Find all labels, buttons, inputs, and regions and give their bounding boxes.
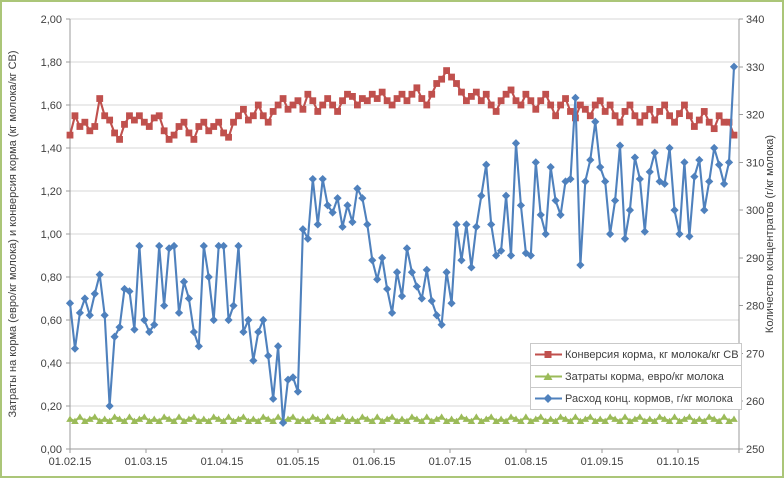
square-marker-icon [544,351,552,358]
axis-title-left: Затраты на корма (евро/кг молока) и конв… [7,50,19,417]
x-axis: 01.02.15 01.03.15 01.04.15 01.05.15 01.06.15… [49,449,740,468]
legend-item-feed-cost[interactable]: Затраты корма, евро/кг молока [530,365,742,388]
svg-text:0,20: 0,20 [41,401,62,413]
svg-text:0,60: 0,60 [41,315,62,327]
svg-text:340: 340 [746,14,764,26]
svg-text:01.08.15: 01.08.15 [505,456,548,468]
series-concentrate-feed [65,62,739,427]
svg-text:1,20: 1,20 [41,186,62,198]
svg-text:Количество концентратов (г/кг: Количество концентратов (г/кг молока) [764,135,776,333]
svg-text:01.05.15: 01.05.15 [277,456,320,468]
svg-text:1,00: 1,00 [41,229,62,241]
svg-text:320: 320 [746,110,764,122]
axis-title-right: Количество концентратов (г/кг молока) [764,135,776,333]
svg-text:280: 280 [746,301,764,313]
svg-text:260: 260 [746,396,764,408]
svg-text:01.03.15: 01.03.15 [125,456,168,468]
legend-item-concentrate-feed[interactable]: Расход конц. кормов, г/кг молока [530,387,742,410]
svg-text:01.09.15: 01.09.15 [581,456,624,468]
svg-text:01.02.15: 01.02.15 [49,456,92,468]
legend-item-feed-conversion[interactable]: Конверсия корма, кг молока/кг СВ [530,343,742,366]
svg-text:290: 290 [746,253,764,265]
svg-text:Затраты на корма (евро/кг моло: Затраты на корма (евро/кг молока) и конв… [7,50,19,417]
svg-text:330: 330 [746,62,764,74]
legend-swatch-feed-cost [535,372,562,380]
svg-text:1,80: 1,80 [41,57,62,69]
diamond-marker-icon [543,394,553,403]
series-feed-cost [66,413,738,425]
legend-swatch-feed-conversion [535,351,562,358]
svg-text:0,80: 0,80 [41,272,62,284]
svg-text:01.06.15: 01.06.15 [353,456,396,468]
legend-label-concentrate-feed: Расход конц. кормов, г/кг молока [565,392,733,405]
svg-text:0,40: 0,40 [41,358,62,370]
svg-text:01.04.15: 01.04.15 [201,456,244,468]
legend-label-feed-cost: Затраты корма, евро/кг молока [565,370,724,383]
svg-text:310: 310 [746,157,764,169]
svg-text:1,40: 1,40 [41,143,62,155]
svg-text:01.10.15: 01.10.15 [657,456,700,468]
chart-legend: Конверсия корма, кг молока/кг СВ Затраты… [530,343,742,410]
svg-text:1,60: 1,60 [41,100,62,112]
legend-label-feed-conversion: Конверсия корма, кг молока/кг СВ [565,348,739,361]
series-feed-conversion [66,67,738,143]
svg-text:270: 270 [746,348,764,360]
y-axis-right: 250 260 270 280 290 300 310 320 330 340 [739,14,764,456]
legend-swatch-concentrate-feed [535,394,562,403]
svg-text:01.07.15: 01.07.15 [429,456,472,468]
triangle-marker-icon [543,372,553,380]
svg-text:2,00: 2,00 [41,14,62,26]
svg-text:300: 300 [746,205,764,217]
svg-text:0,00: 0,00 [41,444,62,456]
svg-text:250: 250 [746,444,764,456]
y-gridlines [70,18,739,407]
y-axis-left: 0,00 0,20 0,40 0,60 0,80 1,00 1,20 1,40 1,60 1,80… [41,14,70,456]
